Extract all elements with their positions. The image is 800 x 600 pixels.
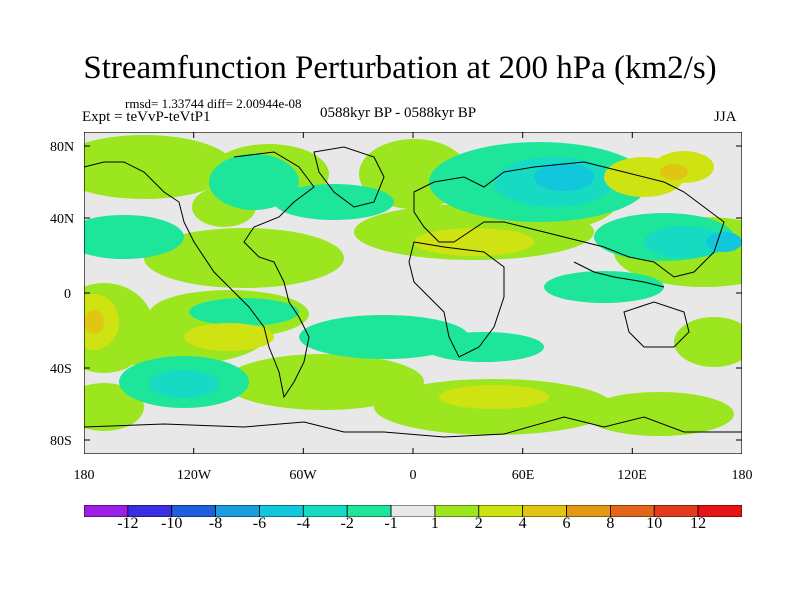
season-label: JJA [714, 109, 737, 125]
colorbar-label: 8 [606, 515, 615, 532]
lon-label: 180 [73, 468, 95, 483]
chart-title: Streamfunction Perturbation at 200 hPa (… [83, 50, 717, 86]
lat-label: 40N [50, 212, 75, 227]
colorbar-label: -6 [252, 515, 267, 532]
lon-label: 180 [731, 468, 753, 483]
colorbar-label: 2 [474, 515, 483, 532]
experiment-label: Expt = teVvP-teVtP1 [82, 109, 211, 125]
streamfunction-map [84, 132, 742, 454]
lon-label: 120W [176, 468, 212, 483]
lon-label: 0 [409, 468, 417, 483]
colorbar-swatch [522, 505, 567, 517]
contour-fields [84, 135, 742, 436]
lon-label: 60W [289, 468, 317, 483]
lat-label: 40S [50, 362, 72, 377]
colorbar-swatch [566, 505, 611, 517]
colorbar-label: -12 [117, 515, 139, 532]
axis-ticks [84, 132, 742, 454]
colorbar-swatch [434, 505, 480, 517]
lat-label: 80S [50, 434, 72, 449]
colorbar-label: 4 [518, 515, 527, 532]
colorbar-label: 10 [646, 515, 663, 532]
colorbar-label: -10 [161, 515, 183, 532]
lon-label: 60E [511, 468, 535, 483]
colorbar-swatch [478, 505, 524, 517]
period-label: 0588kyr BP - 0588kyr BP [320, 105, 477, 121]
colorbar-label: -2 [340, 515, 354, 532]
stats-label: rmsd= 1.33744 diff= 2.00944e-08 [125, 96, 302, 111]
colorbar-label: 6 [562, 515, 571, 532]
colorbar-label: -8 [208, 515, 223, 532]
colorbar [84, 505, 742, 517]
lat-label: 0 [64, 287, 71, 302]
coastlines [84, 146, 742, 438]
lon-label: 120E [617, 468, 647, 483]
colorbar-label: 1 [430, 515, 439, 532]
colorbar-label: -4 [296, 515, 310, 532]
colorbar-label: 12 [690, 515, 707, 532]
colorbar-label: -1 [384, 515, 398, 532]
colorbar-swatch [697, 505, 742, 517]
lat-label: 80N [50, 140, 75, 155]
